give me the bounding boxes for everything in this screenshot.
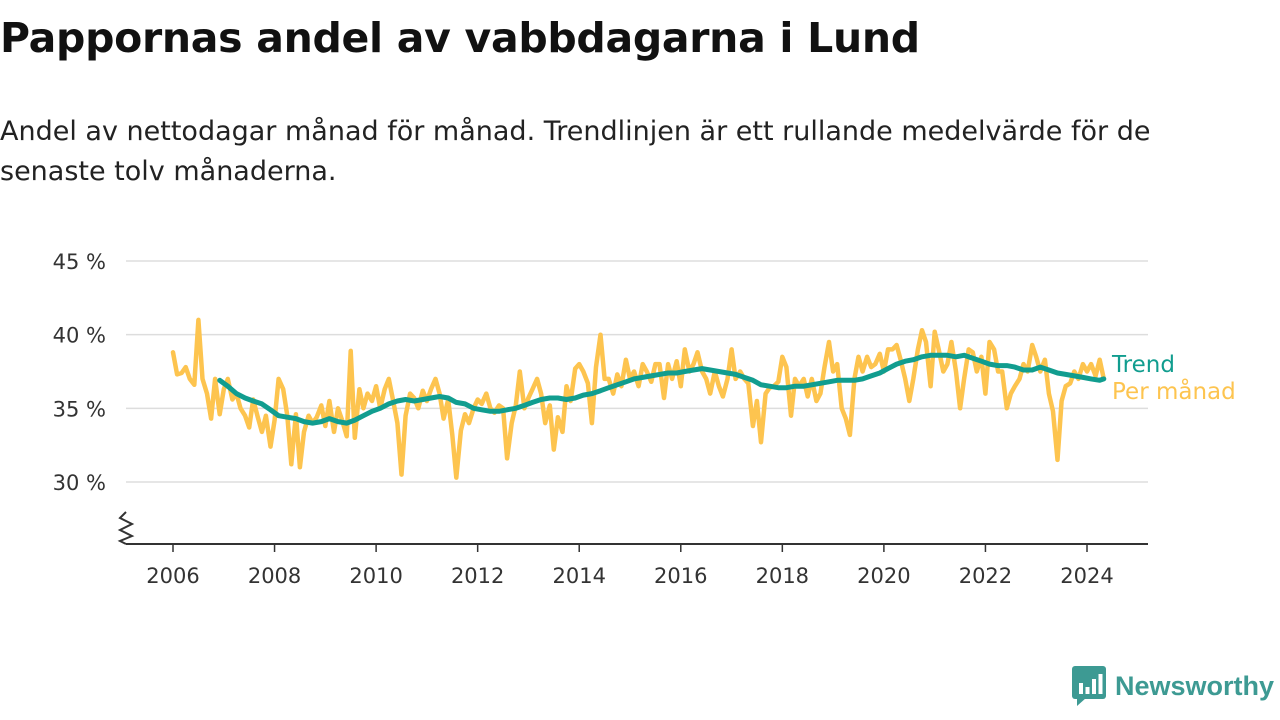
x-tick-label: 2010 — [349, 564, 402, 588]
x-axis — [117, 511, 1148, 552]
x-axis-labels: 2006 2008 2010 2012 2014 2016 2018 2020 2022 2024 — [146, 564, 1113, 588]
trend-series-label: Trend — [1111, 352, 1175, 378]
x-tick-label: 2016 — [654, 564, 707, 588]
y-tick-label: 35 % — [53, 397, 106, 421]
chart-title: Pappornas andel av vabbdagarna i Lund — [0, 14, 920, 62]
x-tick-label: 2020 — [857, 564, 910, 588]
y-axis-labels: 30 % 35 % 40 % 45 % — [53, 250, 106, 495]
x-tick-label: 2022 — [959, 564, 1012, 588]
x-tick-label: 2012 — [451, 564, 504, 588]
axis-break-icon — [117, 511, 135, 545]
chart-subtitle: Andel av nettodagar månad för månad. Tre… — [0, 116, 1151, 187]
y-tick-label: 30 % — [53, 471, 106, 495]
x-tick-label: 2014 — [552, 564, 605, 588]
brand-name: Newsworthy — [1115, 670, 1275, 701]
x-tick-label: 2006 — [146, 564, 199, 588]
gridlines — [126, 260, 1148, 483]
newsworthy-brand: Newsworthy — [1072, 666, 1274, 706]
y-tick-label: 45 % — [53, 250, 106, 274]
x-tick-label: 2008 — [248, 564, 301, 588]
x-tick-label: 2018 — [756, 564, 809, 588]
y-tick-label: 40 % — [53, 324, 106, 348]
x-tick-label: 2024 — [1060, 564, 1113, 588]
trend-series-line — [217, 352, 1107, 426]
monthly-series-line — [170, 317, 1107, 480]
monthly-series-label: Per månad — [1112, 377, 1236, 405]
bar-chart-speech-icon — [1072, 666, 1106, 706]
